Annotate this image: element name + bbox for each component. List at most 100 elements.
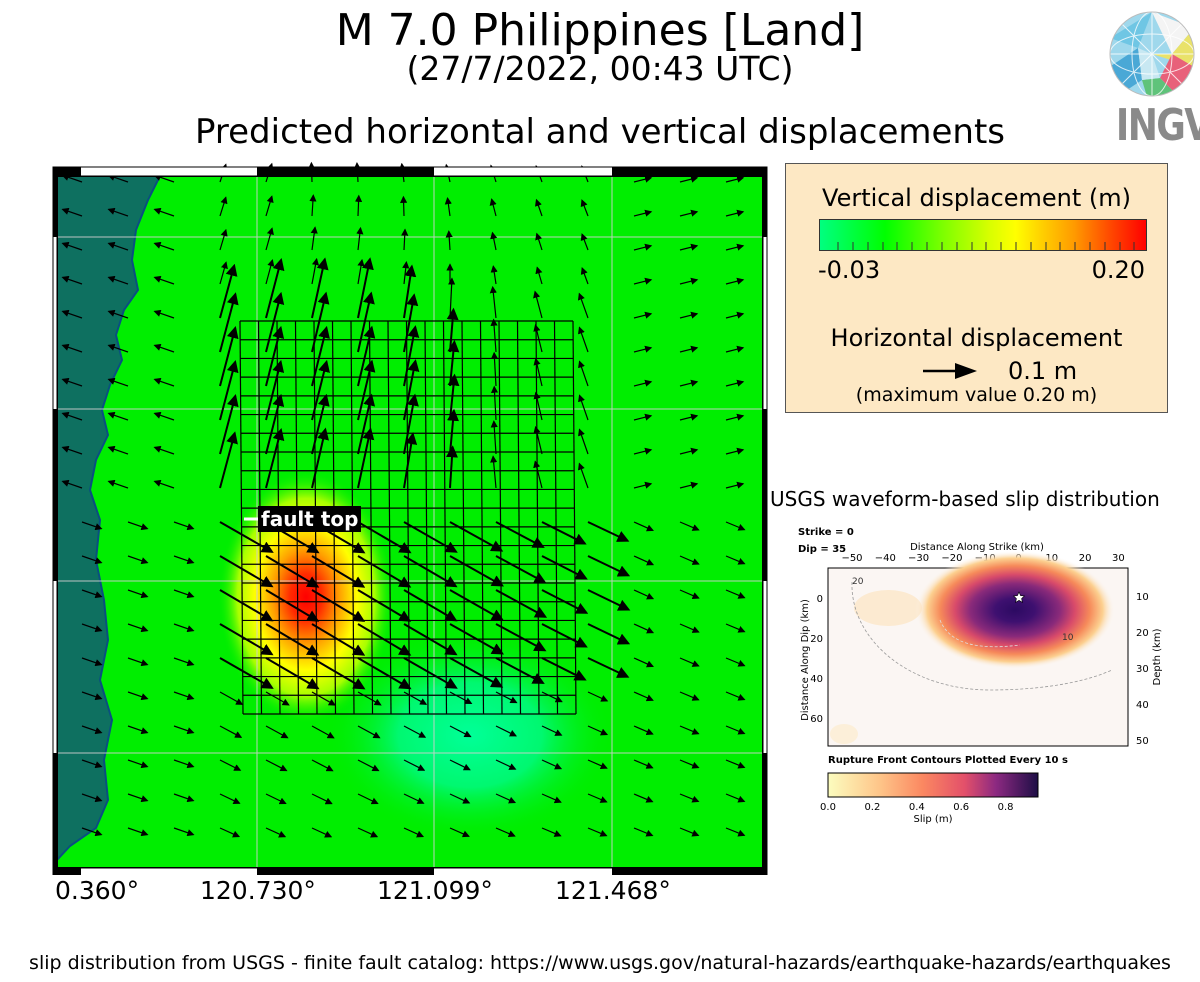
- displacement-arrow: [535, 266, 543, 285]
- displacement-arrow: [679, 691, 700, 701]
- displacement-arrow: [61, 479, 83, 489]
- displacement-arrow: [219, 759, 242, 771]
- displacement-arrow: [587, 759, 608, 770]
- displacement-arrow: [587, 793, 608, 803]
- displacement-arrow: [265, 691, 290, 706]
- displacement-arrow: [265, 827, 287, 838]
- usgs-slip-tick: 0.0: [820, 802, 836, 813]
- figure-title: Predicted horizontal and vertical displa…: [194, 112, 1005, 152]
- displacement-arrow: [449, 725, 472, 738]
- displacement-arrow: [219, 589, 274, 622]
- usgs-right-ticks: 10 20 30 40 50: [1136, 592, 1149, 747]
- displacement-arrow: [489, 285, 497, 319]
- displacement-arrow: [265, 227, 274, 251]
- displacement-arrow: [61, 207, 83, 217]
- usgs-slip-colorbar: [827, 772, 1039, 798]
- displacement-arrow: [541, 827, 562, 837]
- displacement-arrow: [633, 793, 654, 803]
- footer-credit: slip distribution from USGS - finite fau…: [29, 952, 1171, 974]
- displacement-arrow: [725, 175, 745, 183]
- displacement-arrow: [311, 759, 334, 772]
- displacement-arrow: [403, 793, 425, 804]
- displacement-arrow: [107, 309, 129, 319]
- displacement-arrow: [265, 589, 320, 622]
- displacement-arrow: [357, 589, 412, 622]
- displacement-arrow: [444, 196, 452, 217]
- displacement-arrow: [153, 207, 175, 217]
- displacement-arrow: [81, 589, 103, 599]
- usgs-hypocenter-star: [1012, 591, 1026, 604]
- displacement-arrow: [403, 432, 418, 489]
- lon-label-1: 0.360°: [55, 876, 140, 905]
- displacement-arrow: [495, 521, 545, 548]
- displacement-arrow: [587, 521, 630, 542]
- displacement-arrow: [490, 265, 498, 285]
- displacement-arrow: [127, 691, 149, 701]
- usgs-slip-plot: Strike = 0 Dip = 35 Distance Along Strik…: [798, 527, 1163, 825]
- displacement-arrow: [61, 275, 83, 285]
- displacement-arrow: [127, 725, 149, 735]
- displacement-arrow: [357, 657, 412, 690]
- displacement-arrow: [219, 263, 238, 319]
- displacement-arrow: [495, 657, 545, 684]
- usgs-contour-note: Rupture Front Contours Plotted Every 10 …: [828, 755, 1068, 766]
- displacement-arrow: [357, 427, 375, 489]
- displacement-arrow: [153, 445, 175, 455]
- displacement-arrow: [679, 827, 700, 837]
- usgs-left-tick: 0: [817, 594, 823, 605]
- displacement-arrow: [587, 725, 609, 736]
- displacement-arrow: [725, 413, 745, 421]
- displacement-arrow: [725, 691, 746, 701]
- displacement-arrow: [219, 326, 239, 387]
- displacement-arrow: [153, 479, 175, 489]
- displacement-arrow: [265, 258, 275, 285]
- displacement-arrow: [633, 277, 653, 285]
- usgs-top-axis-label: Distance Along Strike (km): [910, 542, 1044, 553]
- displacement-arrow: [489, 198, 497, 217]
- displacement-arrow: [153, 411, 175, 421]
- displacement-arrow: [153, 377, 175, 387]
- usgs-contour-label-20: 20: [852, 577, 864, 587]
- horizontal-displacement-arrows: [61, 161, 746, 838]
- displacement-arrow: [357, 725, 381, 739]
- colorbar-min-label: -0.03: [818, 256, 881, 284]
- usgs-slip-tick: 0.2: [864, 802, 880, 813]
- displacement-arrow: [580, 233, 589, 251]
- displacement-arrow: [633, 311, 653, 319]
- displacement-arrow: [265, 195, 274, 217]
- displacement-arrow: [725, 447, 745, 455]
- displacement-arrow: [679, 311, 699, 319]
- displacement-arrow: [311, 725, 335, 739]
- legend-arrow-icon: [923, 363, 977, 379]
- displacement-arrow: [679, 243, 699, 251]
- displacement-arrow: [311, 657, 366, 690]
- displacement-arrow: [725, 793, 746, 803]
- displacement-arrow: [81, 521, 103, 531]
- displacement-arrow: [173, 589, 195, 599]
- displacement-arrow: [679, 277, 699, 285]
- displacement-arrow: [490, 420, 498, 455]
- displacement-arrow: [265, 623, 320, 656]
- displacement-arrow: [679, 481, 699, 489]
- displacement-arrow: [219, 196, 228, 217]
- displacement-arrow: [449, 555, 504, 587]
- displacement-arrow: [173, 793, 195, 803]
- displacement-arrow: [219, 657, 274, 689]
- displacement-arrow: [219, 292, 239, 353]
- displacement-arrow: [725, 759, 746, 769]
- displacement-arrow: [153, 309, 175, 319]
- displacement-arrow: [403, 293, 419, 353]
- displacement-arrow: [449, 521, 504, 552]
- displacement-arrow: [354, 194, 363, 217]
- displacement-arrow: [311, 291, 330, 353]
- displacement-arrow: [679, 589, 700, 599]
- displacement-arrow: [265, 555, 320, 588]
- displacement-arrow: [400, 195, 408, 217]
- displacement-arrow: [449, 589, 504, 621]
- displacement-arrow: [219, 261, 228, 285]
- displacement-arrow: [725, 277, 745, 285]
- displacement-arrow: [587, 827, 608, 837]
- displacement-arrow: [61, 343, 83, 353]
- usgs-slip-tick: 0.6: [953, 802, 969, 813]
- displacement-arrow: [127, 623, 149, 633]
